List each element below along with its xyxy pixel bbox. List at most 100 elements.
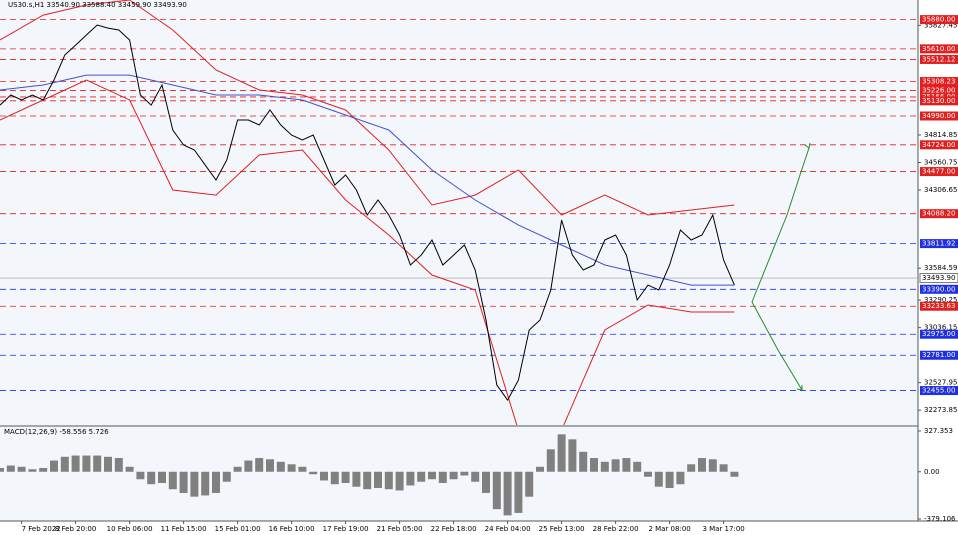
macd-bar xyxy=(730,471,739,477)
current-price-box xyxy=(919,273,958,284)
macd-bar xyxy=(352,471,361,487)
macd-bar xyxy=(579,451,588,472)
y-tick-label: 33036.15 xyxy=(924,324,957,332)
macd-bar xyxy=(114,458,123,472)
price-line xyxy=(0,24,735,402)
macd-bar xyxy=(276,461,285,472)
level-label: 34477.00 xyxy=(922,168,955,176)
x-tick-label: 8 Feb 20:00 xyxy=(55,525,96,533)
macd-bar xyxy=(93,455,102,472)
macd-bar xyxy=(104,456,112,472)
macd-bar xyxy=(147,471,156,485)
macd-title: MACD(12,26,9) -58.556 5.726 xyxy=(4,428,109,436)
level-label-box xyxy=(920,111,958,121)
x-tick-label: 25 Feb 13:00 xyxy=(539,525,585,533)
main-panel xyxy=(0,0,918,425)
x-tick-label: 7 Feb 2022 xyxy=(22,525,61,533)
macd-bar xyxy=(330,471,339,485)
x-tick-label: 2 Mar 08:00 xyxy=(648,525,690,533)
macd-bar xyxy=(255,458,264,472)
macd-bar xyxy=(298,466,307,472)
macd-bar xyxy=(698,458,706,472)
level-label: 34990.00 xyxy=(922,112,955,120)
macd-bar xyxy=(622,458,631,472)
macd-tick-label: 0.00 xyxy=(924,468,940,476)
macd-bar xyxy=(395,471,404,491)
moving-average xyxy=(0,74,735,286)
macd-bar xyxy=(460,471,469,476)
x-tick-label: 22 Feb 18:00 xyxy=(431,525,477,533)
level-label-box xyxy=(920,167,958,177)
macd-bar xyxy=(190,471,199,497)
macd-bar xyxy=(449,471,458,480)
macd-bar xyxy=(536,466,544,472)
level-label-box xyxy=(920,44,958,54)
level-label: 32781.00 xyxy=(922,351,955,359)
up-arrow xyxy=(751,147,810,303)
macd-bar xyxy=(125,466,134,472)
macd-bar xyxy=(600,461,609,472)
macd-bar xyxy=(233,466,242,472)
macd-bar xyxy=(50,460,58,472)
macd-bar xyxy=(222,471,231,482)
y-tick-label: 34306.65 xyxy=(924,186,957,194)
level-label-box xyxy=(920,140,958,150)
chart-title: US30.s,H1 33540.90 33588.40 33459.90 334… xyxy=(8,1,187,9)
x-tick-label: 21 Feb 05:00 xyxy=(377,525,423,533)
level-label-box xyxy=(920,329,958,339)
macd-bar xyxy=(212,471,220,493)
y-tick-label: 32273.85 xyxy=(924,406,957,414)
level-label-box xyxy=(920,15,958,25)
macd-bar xyxy=(266,459,274,472)
macd-bar xyxy=(168,471,177,490)
down-arrow xyxy=(751,301,803,391)
macd-bar xyxy=(179,471,188,493)
level-label-box xyxy=(920,239,958,249)
current-price-label: 33493.90 xyxy=(922,274,955,282)
macd-bar xyxy=(17,466,26,472)
level-label: 33390.00 xyxy=(922,285,955,293)
x-tick-label: 28 Feb 22:00 xyxy=(593,525,639,533)
level-label: 34088.20 xyxy=(922,210,955,218)
macd-bar xyxy=(341,471,350,483)
macd-bar xyxy=(676,471,685,485)
plot-background xyxy=(0,0,918,521)
macd-bar xyxy=(384,471,393,490)
macd-bar xyxy=(363,471,372,490)
level-label-box xyxy=(920,284,958,294)
macd-tick-label: -379.106 xyxy=(924,515,956,523)
macd-bar xyxy=(0,468,4,472)
y-tick-label: 34814.85 xyxy=(924,131,957,139)
macd-bar xyxy=(6,465,15,472)
level-label-box xyxy=(920,96,958,106)
x-tick-label: 15 Feb 01:00 xyxy=(215,525,261,533)
level-label: 35610.00 xyxy=(922,45,955,53)
level-label: 35880.00 xyxy=(922,16,955,24)
x-tick-label: 17 Feb 19:00 xyxy=(323,525,369,533)
macd-tick-label: 327.353 xyxy=(924,427,953,435)
macd-bar xyxy=(71,455,80,472)
macd-bar xyxy=(665,471,674,488)
x-tick-label: 10 Feb 06:00 xyxy=(107,525,153,533)
bollinger-band xyxy=(0,79,735,425)
macd-bar xyxy=(644,471,652,477)
y-tick-label: 35827.45 xyxy=(924,21,957,29)
macd-bar xyxy=(654,471,663,487)
level-label: 33811.92 xyxy=(922,240,955,248)
x-tick-label: 16 Feb 10:00 xyxy=(269,525,315,533)
macd-bar xyxy=(417,471,426,482)
macd-bar xyxy=(201,471,210,496)
macd-bar xyxy=(28,469,37,472)
macd-bar xyxy=(287,464,296,472)
level-label-box xyxy=(920,85,958,95)
y-tick-label: 33584.59 xyxy=(924,264,957,272)
macd-bar xyxy=(482,471,490,493)
macd-bar xyxy=(320,471,328,481)
macd-bar xyxy=(438,471,447,483)
level-label: 35130.00 xyxy=(922,97,955,105)
macd-bar xyxy=(374,471,382,488)
macd-bar xyxy=(158,471,166,483)
macd-bar xyxy=(525,471,534,497)
macd-bar xyxy=(708,459,717,472)
